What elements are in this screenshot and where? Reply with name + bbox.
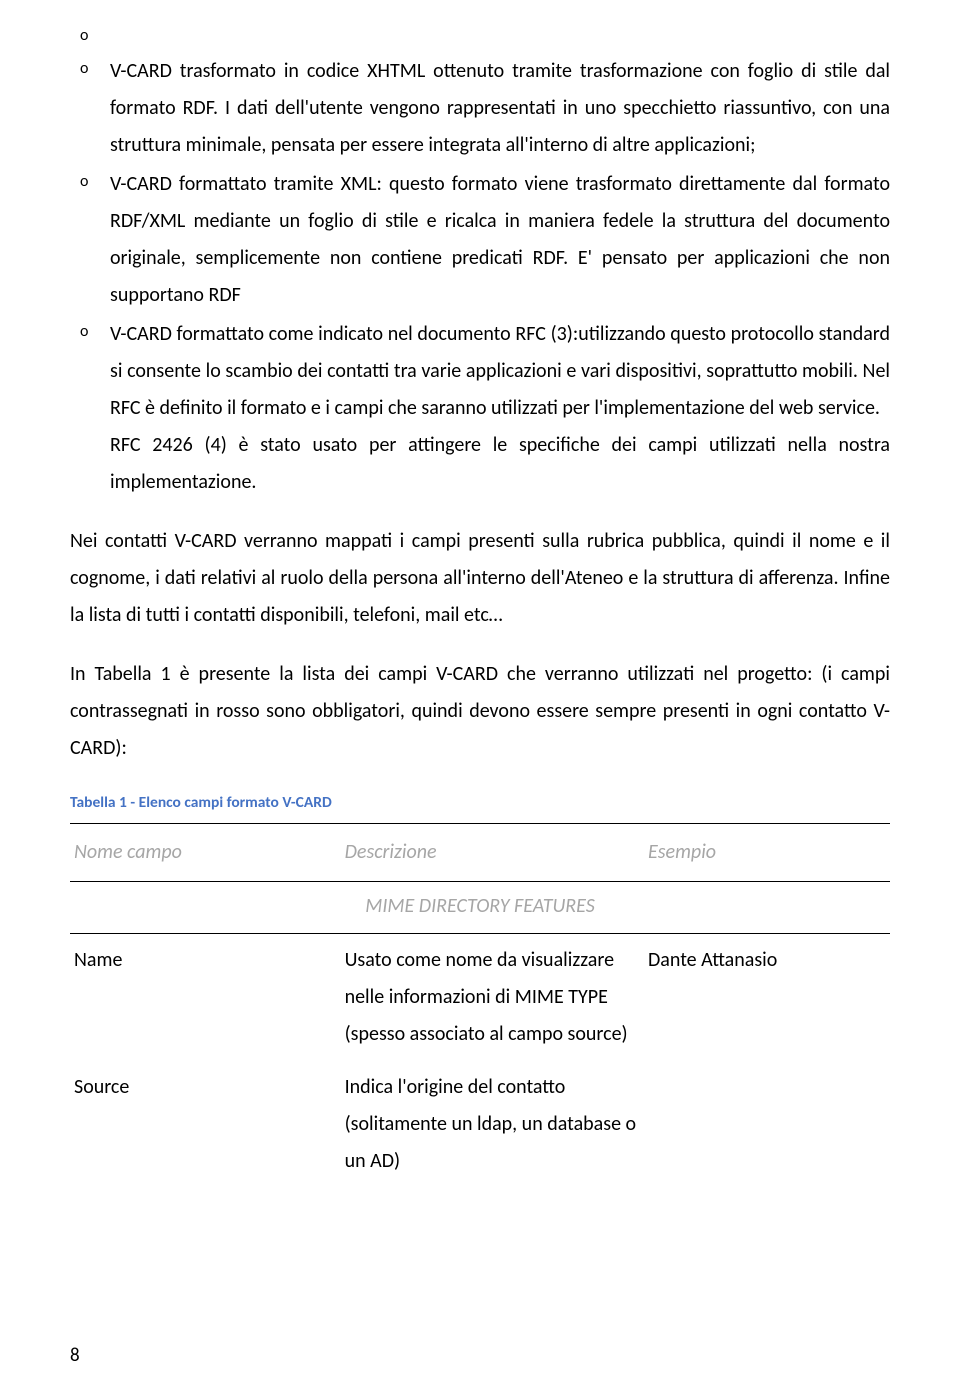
table-header-nome: Nome campo bbox=[70, 824, 341, 881]
table-header-row: Nome campo Descrizione Esempio bbox=[70, 824, 890, 881]
paragraph-2: In Tabella 1 è presente la lista dei cam… bbox=[70, 656, 890, 767]
vcard-fields-table-rows: Name Usato come nome da visualizzare nel… bbox=[70, 934, 890, 1188]
vcard-fields-table-body: MIME DIRECTORY FEATURES bbox=[70, 882, 890, 933]
bullet-marker-icon: o bbox=[70, 166, 110, 314]
table-caption: Tabella 1 - Elenco campi formato V-CARD bbox=[70, 789, 890, 818]
vcard-fields-table: Nome campo Descrizione Esempio bbox=[70, 824, 890, 881]
cell-name: Source bbox=[70, 1061, 341, 1188]
paragraph-1: Nei contatti V-CARD verranno mappati i c… bbox=[70, 523, 890, 634]
bullet-list: o o V-CARD trasformato in codice XHTML o… bbox=[70, 20, 890, 501]
cell-name: Name bbox=[70, 934, 341, 1061]
bullet-item-3: o V-CARD formattato come indicato nel do… bbox=[70, 316, 890, 501]
bullet-text bbox=[110, 20, 890, 51]
bullet-text: V-CARD formattato tramite XML: questo fo… bbox=[110, 166, 890, 314]
cell-desc: Usato come nome da visualizzare nelle in… bbox=[341, 934, 644, 1061]
bullet-text-p2: RFC 2426 (4) è stato usato per attingere… bbox=[110, 433, 890, 494]
table-row: Name Usato come nome da visualizzare nel… bbox=[70, 934, 890, 1061]
bullet-marker-icon: o bbox=[70, 316, 110, 501]
cell-example bbox=[644, 1061, 890, 1188]
table-header-esempio: Esempio bbox=[644, 824, 890, 881]
table-section-row: MIME DIRECTORY FEATURES bbox=[70, 882, 890, 933]
bullet-text: V-CARD trasformato in codice XHTML otten… bbox=[110, 53, 890, 164]
cell-example: Dante Attanasio bbox=[644, 934, 890, 1061]
cell-desc: Indica l'origine del contatto (solitamen… bbox=[341, 1061, 644, 1188]
bullet-marker-icon: o bbox=[70, 53, 110, 164]
table-row: Source Indica l'origine del contatto (so… bbox=[70, 1061, 890, 1188]
table-header-descrizione: Descrizione bbox=[341, 824, 644, 881]
bullet-item-2: o V-CARD formattato tramite XML: questo … bbox=[70, 166, 890, 314]
bullet-marker-icon: o bbox=[70, 20, 110, 51]
bullet-text-p1: V-CARD formattato come indicato nel docu… bbox=[110, 322, 890, 420]
bullet-text: V-CARD formattato come indicato nel docu… bbox=[110, 316, 890, 501]
bullet-item-0: o bbox=[70, 20, 890, 51]
bullet-item-1: o V-CARD trasformato in codice XHTML ott… bbox=[70, 53, 890, 164]
page-number: 8 bbox=[70, 1338, 80, 1373]
table-section-label: MIME DIRECTORY FEATURES bbox=[70, 882, 890, 933]
